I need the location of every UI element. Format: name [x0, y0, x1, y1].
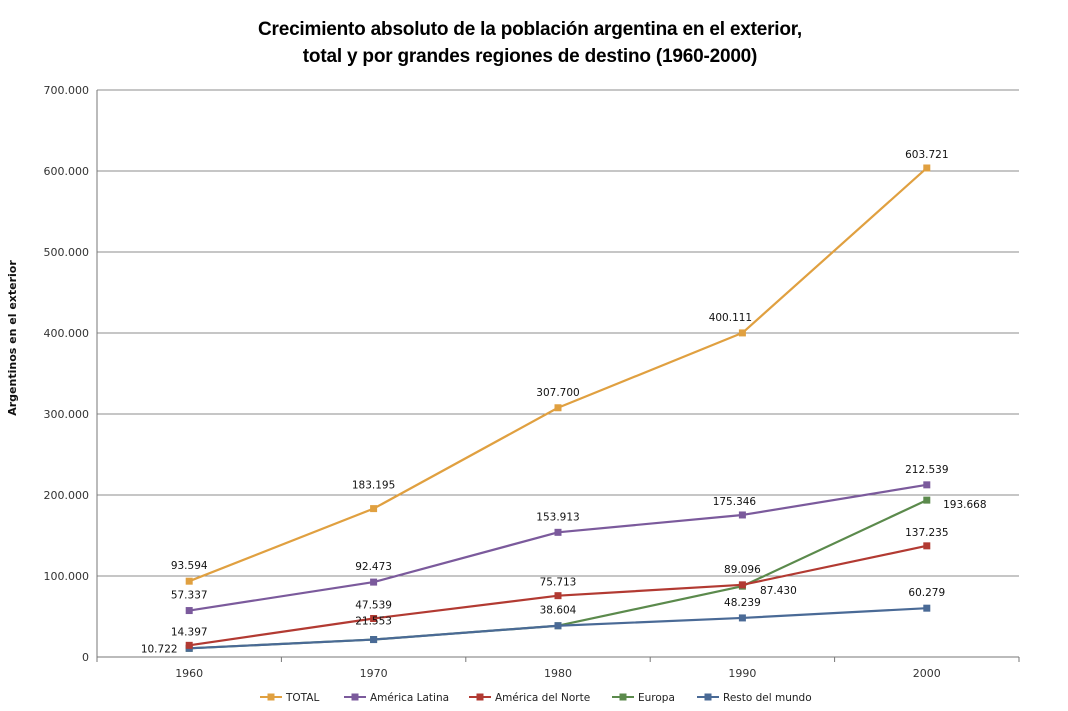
- series-marker: [554, 592, 562, 600]
- data-label: 38.604: [540, 605, 577, 617]
- data-label: 89.096: [724, 564, 761, 576]
- y-tick-label: 0: [82, 651, 89, 664]
- chart-title-line-1: Crecimiento absoluto de la población arg…: [257, 19, 802, 40]
- chart-title-line-2: total y por grandes regiones de destino …: [302, 46, 758, 67]
- series-marker: [923, 542, 931, 550]
- series-marker: [185, 577, 193, 585]
- series-marker: [554, 622, 562, 630]
- series-marker: [923, 604, 931, 612]
- series-lines: [185, 164, 931, 652]
- data-labels: 93.594 183.195 307.700 400.111 603.721 57.337…: [141, 149, 987, 655]
- data-label: 193.668: [943, 499, 986, 511]
- y-tick-label: 700.000: [44, 84, 90, 97]
- y-tick-label: 300.000: [44, 408, 90, 421]
- series-marker: [738, 329, 746, 337]
- chart-title: Crecimiento absoluto de la población arg…: [0, 16, 1060, 70]
- data-label: 47.539: [355, 599, 392, 611]
- gridlines: [97, 89, 1019, 658]
- data-label: 137.235: [905, 527, 948, 539]
- legend-swatch-marker: [704, 693, 712, 701]
- data-label: 21.553: [355, 616, 392, 628]
- y-tick-label: 200.000: [44, 489, 90, 502]
- data-label: 175.346: [713, 496, 757, 508]
- data-label: 57.337: [171, 590, 208, 602]
- series-marker: [923, 164, 931, 172]
- data-label: 183.195: [352, 480, 395, 492]
- y-tick-label: 500.000: [44, 246, 90, 259]
- legend-entry: TOTAL: [285, 692, 319, 704]
- data-label: 14.397: [171, 626, 208, 638]
- data-label: 400.111: [709, 312, 752, 324]
- data-label: 307.700: [536, 387, 579, 399]
- series-marker: [554, 528, 562, 536]
- data-label: 60.279: [908, 587, 945, 599]
- legend-swatch-marker: [267, 693, 275, 701]
- data-label: 603.721: [905, 149, 948, 161]
- data-label: 75.713: [540, 577, 577, 589]
- axes: 0 100.000 200.000 300.000 400.000 500.000 600.…: [44, 84, 1020, 680]
- legend-entry: Resto del mundo: [723, 692, 812, 704]
- y-tick-label: 100.000: [44, 570, 90, 583]
- series-marker: [370, 636, 378, 644]
- x-tick-label: 1980: [544, 667, 572, 680]
- series-marker: [738, 581, 746, 589]
- data-label: 48.239: [724, 597, 761, 609]
- y-tick-label: 600.000: [44, 165, 90, 178]
- x-tick-label: 1990: [728, 667, 756, 680]
- legend-entry: América del Norte: [495, 692, 590, 704]
- legend-swatch-marker: [476, 693, 484, 701]
- legend: TOTAL América Latina América del Norte Euro…: [260, 692, 812, 704]
- legend-swatch-marker: [619, 693, 627, 701]
- series-marker: [554, 404, 562, 412]
- series-marker: [185, 607, 193, 615]
- legend-entry: Europa: [638, 692, 675, 704]
- y-tick-label: 400.000: [44, 327, 90, 340]
- series-line: [189, 483, 927, 612]
- x-tick-label: 1960: [175, 667, 203, 680]
- legend-swatch-marker: [351, 693, 359, 701]
- data-label: 212.539: [905, 464, 948, 476]
- x-tick-label: 1970: [360, 667, 388, 680]
- series-marker: [738, 614, 746, 622]
- data-label: 153.913: [536, 511, 579, 523]
- data-label: 92.473: [355, 561, 392, 573]
- series-marker: [370, 505, 378, 513]
- legend-entry: América Latina: [370, 692, 449, 704]
- series-marker: [738, 511, 746, 519]
- data-label: 10.722: [141, 643, 178, 655]
- data-label: 87.430: [760, 585, 797, 597]
- y-axis-label: Argentinos en el exterior: [6, 260, 19, 416]
- x-tick-label: 2000: [913, 667, 941, 680]
- series-marker: [370, 578, 378, 586]
- series-marker: [370, 614, 378, 622]
- series-marker: [923, 496, 931, 504]
- data-label: 93.594: [171, 560, 208, 572]
- series-marker: [185, 641, 193, 649]
- series-marker: [923, 481, 931, 489]
